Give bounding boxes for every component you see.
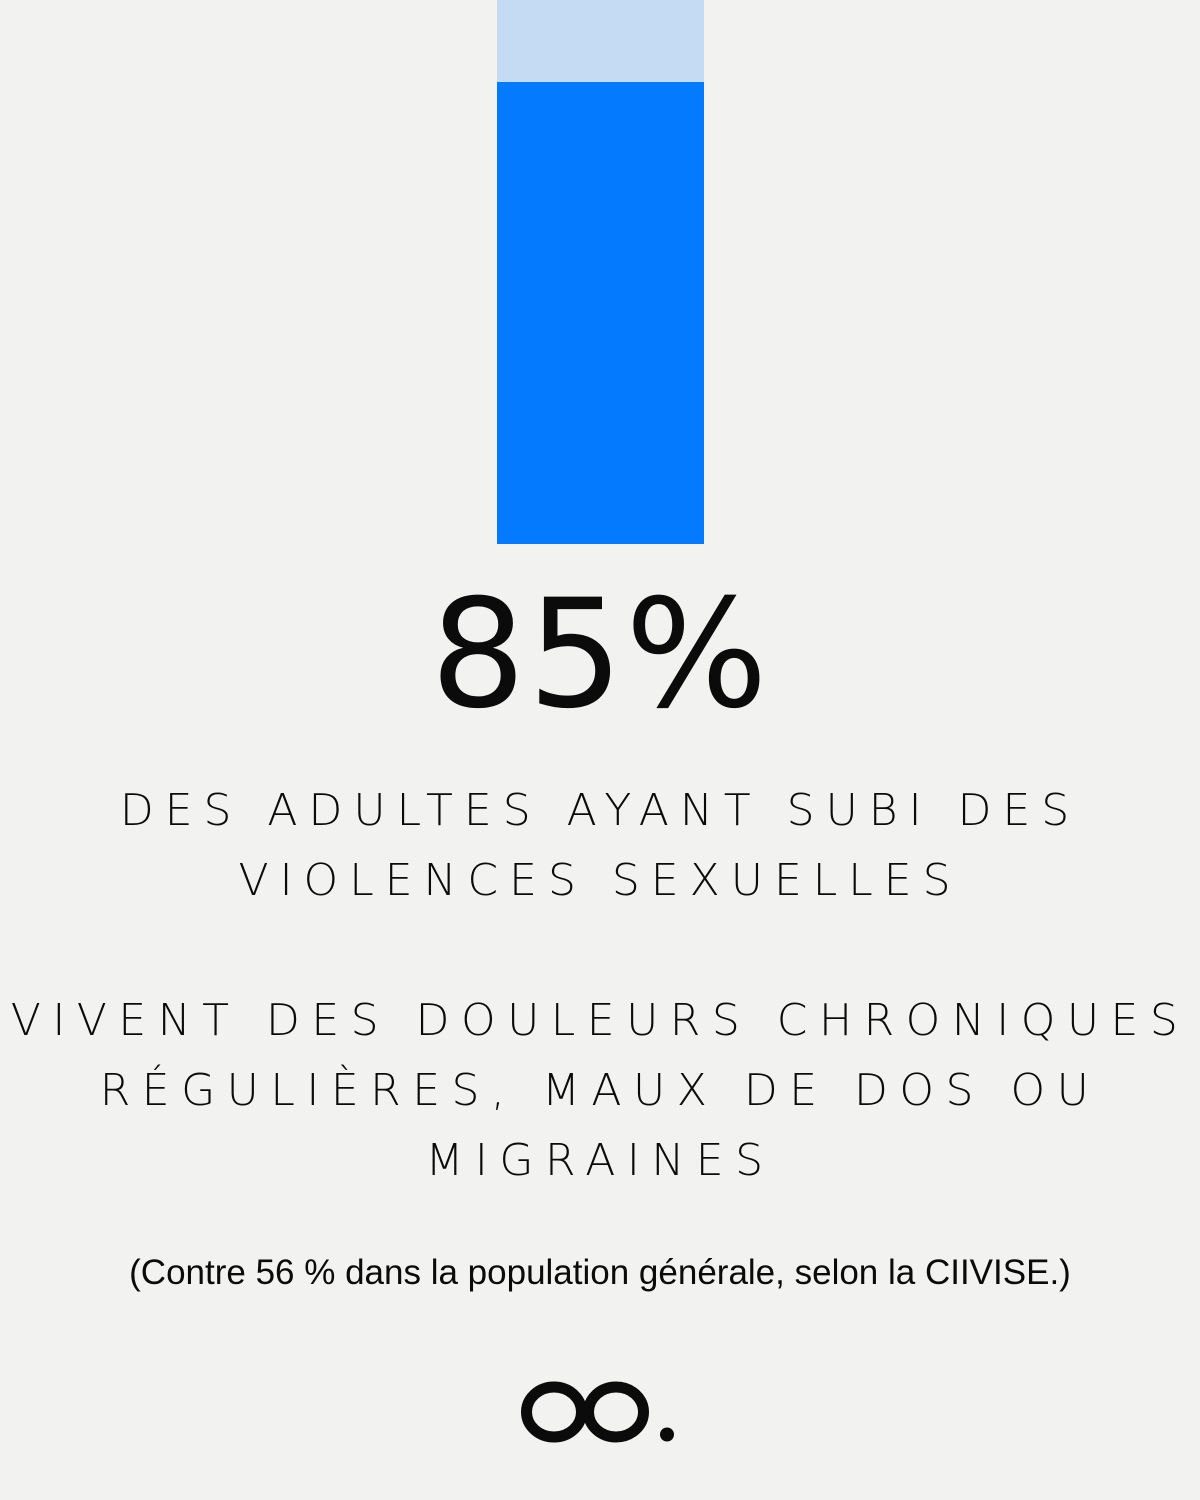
source-footnote: (Contre 56 % dans la population générale… (129, 1253, 1071, 1292)
stat-percentage: 85% (430, 568, 770, 742)
caption-predicate: VIVENT DES DOULEURS CHRONIQUES RÉGULIÈRE… (0, 986, 1200, 1196)
caption-predicate-line: RÉGULIÈRES, MAUX DE DOS OU (99, 1065, 1101, 1116)
caption-predicate-line: VIVENT DES DOULEURS CHRONIQUES (10, 995, 1190, 1046)
caption-subject: DES ADULTES AYANT SUBI DES VIOLENCES SEX… (0, 776, 1200, 916)
caption-predicate-line: MIGRAINES (425, 1135, 775, 1186)
oo-logo-icon (521, 1381, 674, 1443)
caption-subject-line: VIOLENCES SEXUELLES (238, 855, 962, 906)
progress-bar-track (497, 0, 704, 544)
progress-bar-fill (497, 81, 704, 544)
caption-subject-line: DES ADULTES AYANT SUBI DES (119, 785, 1081, 836)
